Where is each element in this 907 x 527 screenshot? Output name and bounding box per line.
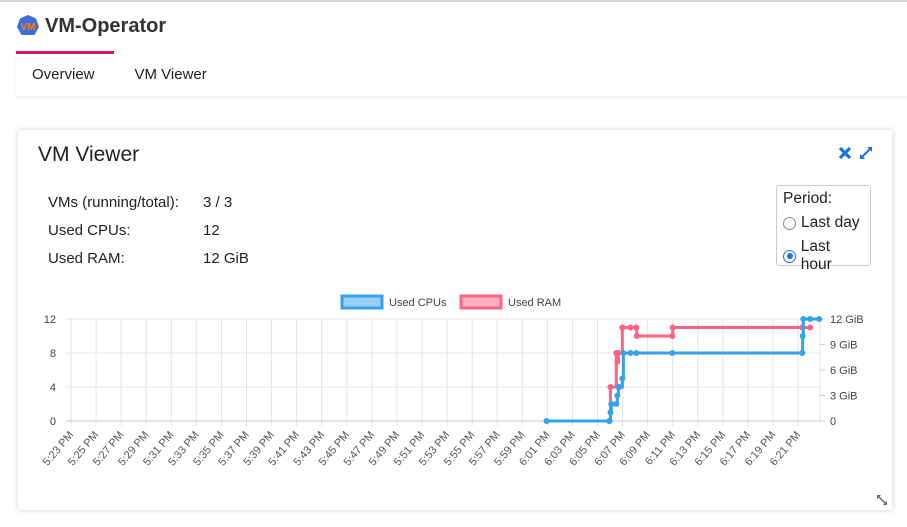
y-right-tick-label: 9 GiB — [830, 340, 858, 352]
data-point-cpu — [800, 316, 807, 322]
legend-label: Used RAM — [508, 297, 561, 309]
stat-value-ram: 12 GiB — [203, 249, 249, 267]
stat-label: VMs (running/total): — [48, 193, 179, 211]
stat-value-vms: 3 / 3 — [203, 193, 233, 211]
data-point-ram — [633, 324, 640, 331]
y-right-tick-label: 0 — [830, 416, 836, 428]
data-point-ram — [607, 384, 614, 390]
active-tab-indicator — [16, 51, 114, 54]
stat-label: Used CPUs: — [48, 221, 131, 239]
app-brand: VM VM-Operator — [16, 14, 166, 38]
data-point-ram — [614, 358, 621, 365]
y-right-tick-label: 12 GiB — [830, 314, 864, 326]
tab-vm-viewer[interactable]: VM Viewer — [134, 66, 207, 83]
legend-swatch — [459, 294, 503, 310]
resize-handle-icon[interactable] — [876, 494, 888, 506]
option-label: Last hour — [800, 238, 832, 273]
data-point-cpu — [543, 418, 550, 424]
data-point-cpu — [613, 401, 620, 407]
legend-label: Used CPUs — [389, 297, 447, 309]
tab-bar: Overview VM Viewer — [16, 54, 907, 96]
svg-text:VM: VM — [21, 22, 36, 33]
card-title: VM Viewer — [38, 143, 140, 166]
data-point-cpu — [608, 401, 615, 407]
legend-swatch — [340, 294, 384, 310]
data-point-cpu — [619, 375, 626, 382]
period-label: Period: — [783, 190, 833, 207]
radio-checked[interactable] — [783, 249, 796, 263]
radio-unchecked[interactable] — [783, 216, 796, 230]
data-point-ram — [669, 333, 676, 339]
app-title: VM-Operator — [45, 14, 167, 37]
stat-value-cpus: 12 — [203, 221, 220, 239]
vm-viewer-card: VM Viewer VMs (running/total): 3 / 3 Used… — [18, 130, 892, 510]
period-option-last-day[interactable]: Last day — [783, 214, 864, 232]
data-point-ram — [615, 350, 622, 356]
data-point-cpu — [614, 392, 621, 399]
data-point-cpu — [816, 316, 823, 322]
data-point-ram — [633, 333, 640, 339]
data-point-cpu — [799, 333, 806, 339]
data-point-cpu — [616, 384, 623, 390]
data-point-ram — [619, 324, 626, 331]
data-point-ram — [807, 324, 814, 331]
series-line-ram — [608, 326, 811, 423]
option-label: Last day — [801, 214, 860, 231]
stat-label: Used RAM: — [48, 249, 125, 267]
y-left-tick-label: 0 — [50, 416, 56, 428]
data-point-cpu — [607, 409, 614, 416]
data-point-ram — [669, 324, 676, 331]
series-line-cpu — [546, 317, 820, 423]
data-point-cpu — [627, 350, 634, 356]
y-right-tick-label: 3 GiB — [830, 391, 858, 403]
y-left-tick-label: 12 — [44, 314, 56, 326]
data-point-cpu — [620, 350, 627, 356]
period-selector: Period: Last day Last hour — [776, 185, 871, 273]
data-point-ram — [627, 324, 634, 331]
app-logo-icon: VM — [17, 15, 39, 35]
y-left-tick-label: 4 — [50, 382, 56, 394]
data-point-cpu — [669, 350, 676, 356]
data-point-cpu — [606, 418, 613, 424]
close-icon[interactable] — [837, 145, 853, 161]
y-right-tick-label: 6 GiB — [830, 365, 858, 377]
data-point-cpu — [807, 316, 814, 322]
period-option-last-hour[interactable]: Last hour — [783, 238, 864, 274]
expand-icon[interactable] — [858, 145, 874, 161]
vm-stats: VMs (running/total): 3 / 3 Used CPUs: 12 U… — [48, 188, 249, 272]
data-point-cpu — [799, 350, 806, 356]
tab-overview[interactable]: Overview — [16, 54, 111, 96]
data-point-cpu — [633, 350, 640, 356]
y-left-tick-label: 8 — [50, 348, 56, 360]
